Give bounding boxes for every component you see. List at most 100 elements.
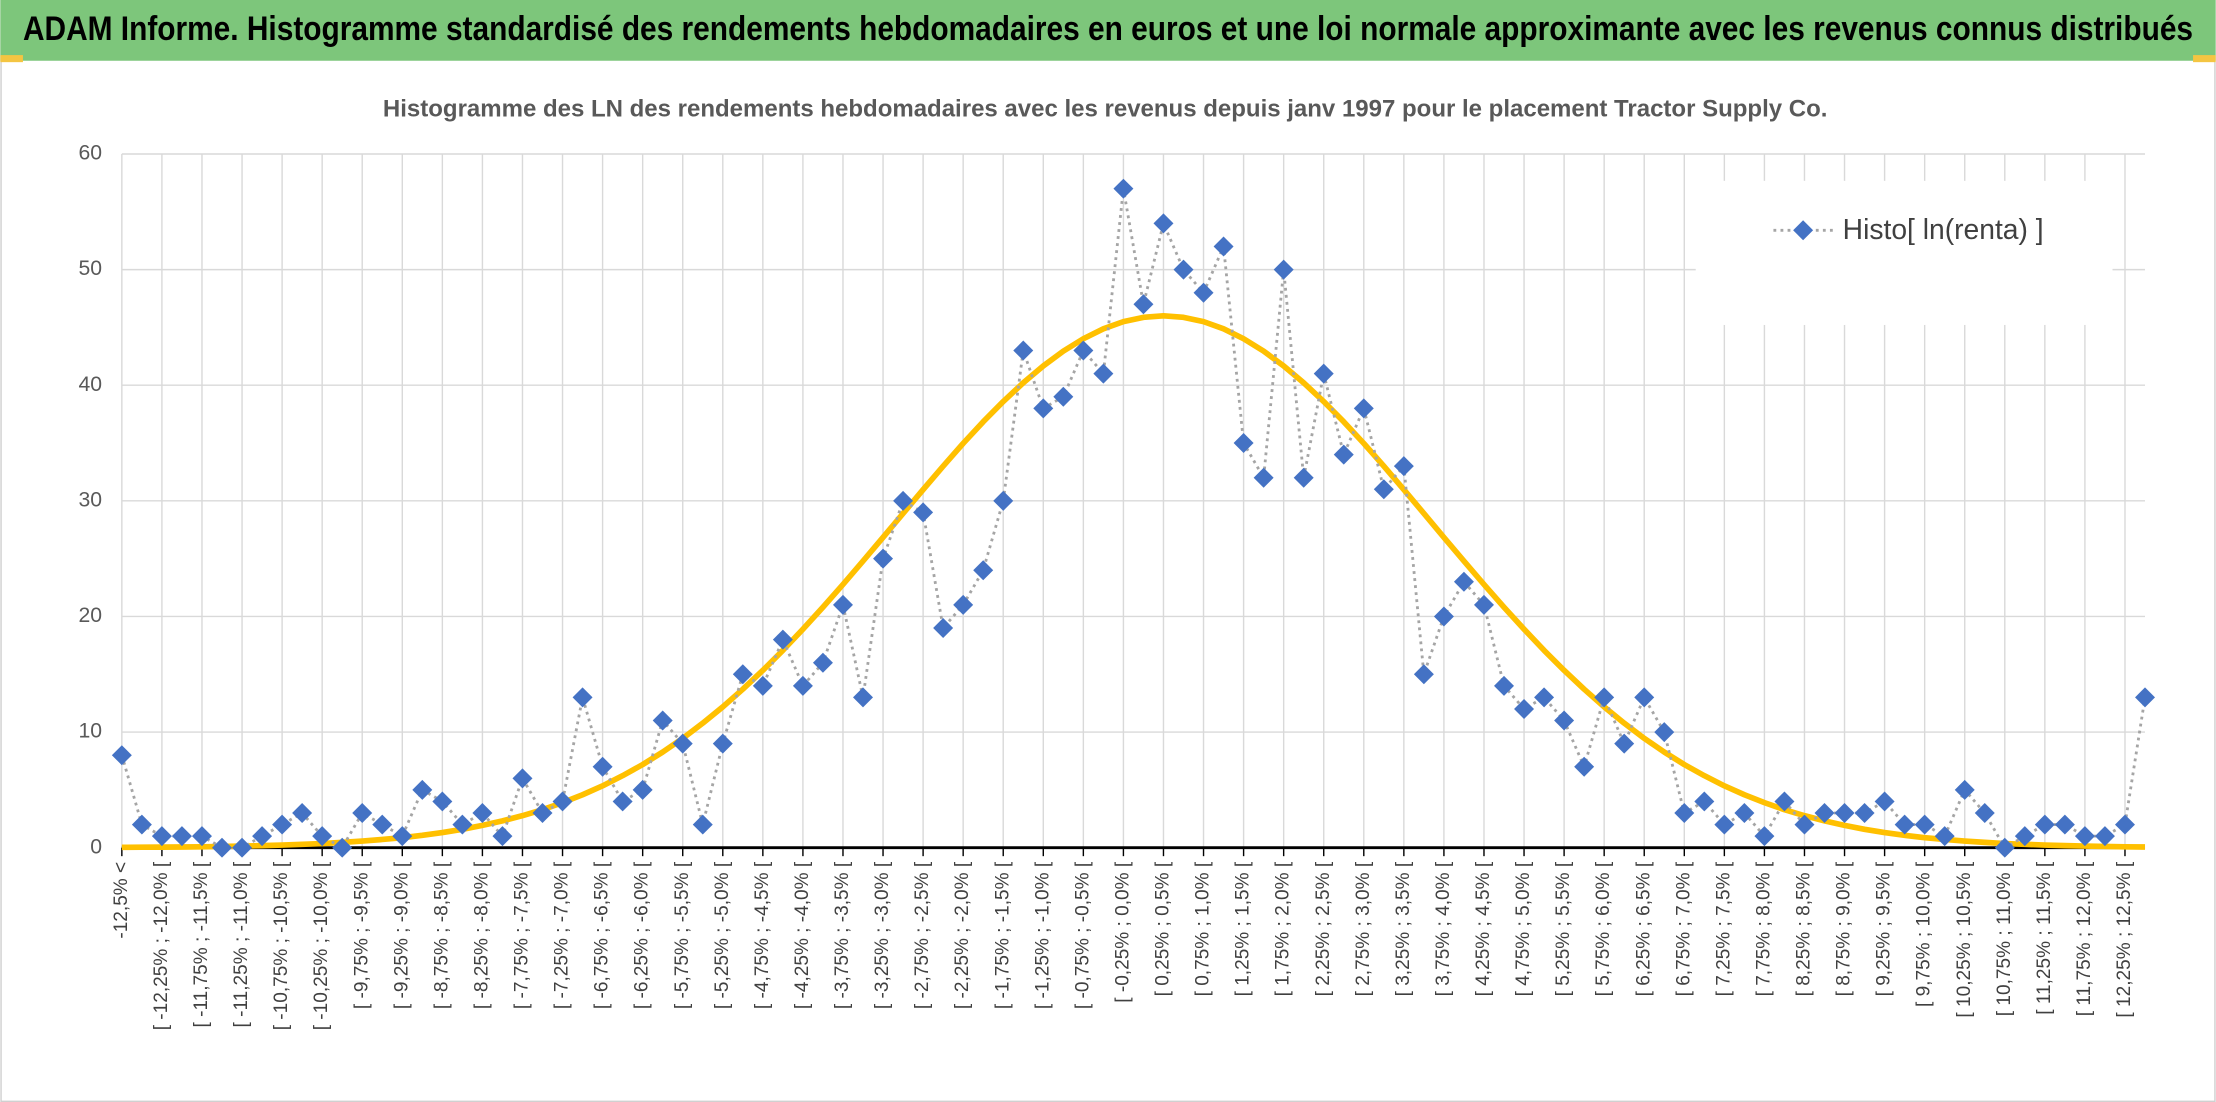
data-point xyxy=(812,652,833,673)
data-point xyxy=(1013,340,1034,361)
data-point xyxy=(1173,259,1194,280)
data-point xyxy=(672,733,693,754)
chart-title: Histogramme des LN des rendements hebdom… xyxy=(383,96,1828,123)
x-tick-label: [ -8,75% ; -8,5% [ xyxy=(431,861,452,1009)
data-point xyxy=(632,779,653,800)
data-point xyxy=(1774,791,1795,812)
x-tick-label: [ 4,25% ; 4,5% [ xyxy=(1473,861,1494,996)
x-tick-label: [ 7,25% ; 7,5% [ xyxy=(1713,861,1734,996)
data-point xyxy=(1353,398,1374,419)
x-tick-label: [ -12,25% ; -12,0% [ xyxy=(151,861,172,1030)
data-point xyxy=(1273,259,1294,280)
data-point xyxy=(372,814,393,835)
legend-marker xyxy=(1793,220,1814,241)
legend: Histo[ ln(renta) ] xyxy=(1695,180,2113,325)
x-tick-label: [ -6,25% ; -6,0% [ xyxy=(632,861,653,1009)
data-point xyxy=(151,826,172,847)
x-tick-label: [ 11,25% ; 11,5% [ xyxy=(2034,861,2055,1015)
data-point xyxy=(1894,814,1915,835)
data-point xyxy=(1714,814,1735,835)
data-point xyxy=(171,826,192,847)
data-point xyxy=(1754,826,1775,847)
data-point xyxy=(1373,479,1394,500)
data-point xyxy=(111,745,132,766)
y-tick-label: 60 xyxy=(78,142,102,165)
data-point xyxy=(2034,814,2055,835)
x-tick-label: [ -1,75% ; -1,5% [ xyxy=(992,861,1013,1009)
header-corner xyxy=(0,55,23,63)
x-tick-label: [ -3,25% ; -3,0% [ xyxy=(872,861,893,1009)
x-tick-label: [ -10,75% ; -10,5% [ xyxy=(271,861,292,1030)
data-point xyxy=(1874,791,1895,812)
data-point xyxy=(993,490,1014,511)
x-tick-label: [ -4,75% ; -4,5% [ xyxy=(752,861,773,1009)
x-tick-label: [ 0,75% ; 1,0% [ xyxy=(1193,861,1214,996)
data-point xyxy=(692,814,713,835)
x-tick-label: [ 6,25% ; 6,5% [ xyxy=(1633,861,1654,996)
x-tick-label: [ 1,25% ; 1,5% [ xyxy=(1233,861,1254,996)
data-point xyxy=(1453,571,1474,592)
data-point xyxy=(1954,779,1975,800)
x-tick-label: [ 6,75% ; 7,0% [ xyxy=(1673,861,1694,996)
y-tick-label: 40 xyxy=(78,373,102,396)
data-point xyxy=(452,814,473,835)
x-tick-label: [ 8,75% ; 9,0% [ xyxy=(1834,861,1855,996)
y-tick-label: 10 xyxy=(78,720,102,743)
data-point xyxy=(1153,213,1174,234)
legend-box xyxy=(1695,180,2113,325)
data-point xyxy=(1934,826,1955,847)
x-tick-label: [ 9,75% ; 10,0% [ xyxy=(1914,861,1935,1007)
data-point xyxy=(1233,433,1254,454)
x-tick-label: [ 1,75% ; 2,0% [ xyxy=(1273,861,1294,996)
y-tick-label: 30 xyxy=(78,488,102,511)
x-tick-label: [ 8,25% ; 8,5% [ xyxy=(1794,861,1815,996)
data-point xyxy=(1794,814,1815,835)
x-tick-label: [ 4,75% ; 5,0% [ xyxy=(1513,861,1534,996)
data-point xyxy=(752,675,773,696)
y-tick-label: 0 xyxy=(90,835,102,858)
data-point xyxy=(1614,733,1635,754)
data-point xyxy=(2074,826,2095,847)
x-tick-label: [ -11,75% ; -11,5% [ xyxy=(191,861,212,1027)
x-tick-label: [ 5,75% ; 6,0% [ xyxy=(1593,861,1614,996)
x-tick-label: [ 0,25% ; 0,5% [ xyxy=(1153,861,1174,996)
data-point xyxy=(492,826,513,847)
x-tick-label: [ 5,25% ; 5,5% [ xyxy=(1553,861,1574,996)
data-point xyxy=(1514,698,1535,719)
data-point xyxy=(312,826,333,847)
x-tick-label: [ -11,25% ; -11,0% [ xyxy=(231,861,252,1027)
data-point xyxy=(772,629,793,650)
header-band xyxy=(0,0,2216,61)
x-tick-label: [ 3,25% ; 3,5% [ xyxy=(1393,861,1414,996)
data-point xyxy=(1033,398,1054,419)
x-tick-label: [ -0,75% ; -0,5% [ xyxy=(1072,861,1093,1009)
x-tick-label: [ -6,75% ; -6,5% [ xyxy=(592,861,613,1009)
data-point xyxy=(392,826,413,847)
data-point xyxy=(252,826,273,847)
header-corner xyxy=(2193,55,2216,63)
x-tick-label: [ 11,75% ; 12,0% [ xyxy=(2074,861,2095,1016)
data-point xyxy=(2014,826,2035,847)
y-tick-label: 20 xyxy=(78,604,102,627)
x-tick-label: [ -5,25% ; -5,0% [ xyxy=(712,861,733,1009)
x-tick-label: [ 9,25% ; 9,5% [ xyxy=(1874,861,1895,996)
data-point xyxy=(2054,814,2075,835)
x-tick-label: [ 10,25% ; 10,5% [ xyxy=(1954,861,1975,1017)
x-tick-label: [ -5,75% ; -5,5% [ xyxy=(672,861,693,1009)
x-tick-label: [ 2,25% ; 2,5% [ xyxy=(1313,861,1334,996)
data-point xyxy=(432,791,453,812)
data-point xyxy=(1694,791,1715,812)
data-point xyxy=(1113,178,1134,199)
x-tick-label: [ -9,75% ; -9,5% [ xyxy=(351,861,372,1009)
x-tick-label: [ -7,25% ; -7,0% [ xyxy=(552,861,573,1009)
data-point xyxy=(1193,282,1214,303)
x-tick-label: [ 12,25% ; 12,5% [ xyxy=(2114,861,2135,1017)
x-tick-label: -12,5% < xyxy=(111,862,132,939)
data-point xyxy=(1073,340,1094,361)
x-tick-label: [ -0,25% ; 0,0% [ xyxy=(1112,861,1133,1003)
data-point xyxy=(272,814,293,835)
data-point xyxy=(191,826,212,847)
x-tick-label: [ 3,75% ; 4,0% [ xyxy=(1433,861,1454,996)
